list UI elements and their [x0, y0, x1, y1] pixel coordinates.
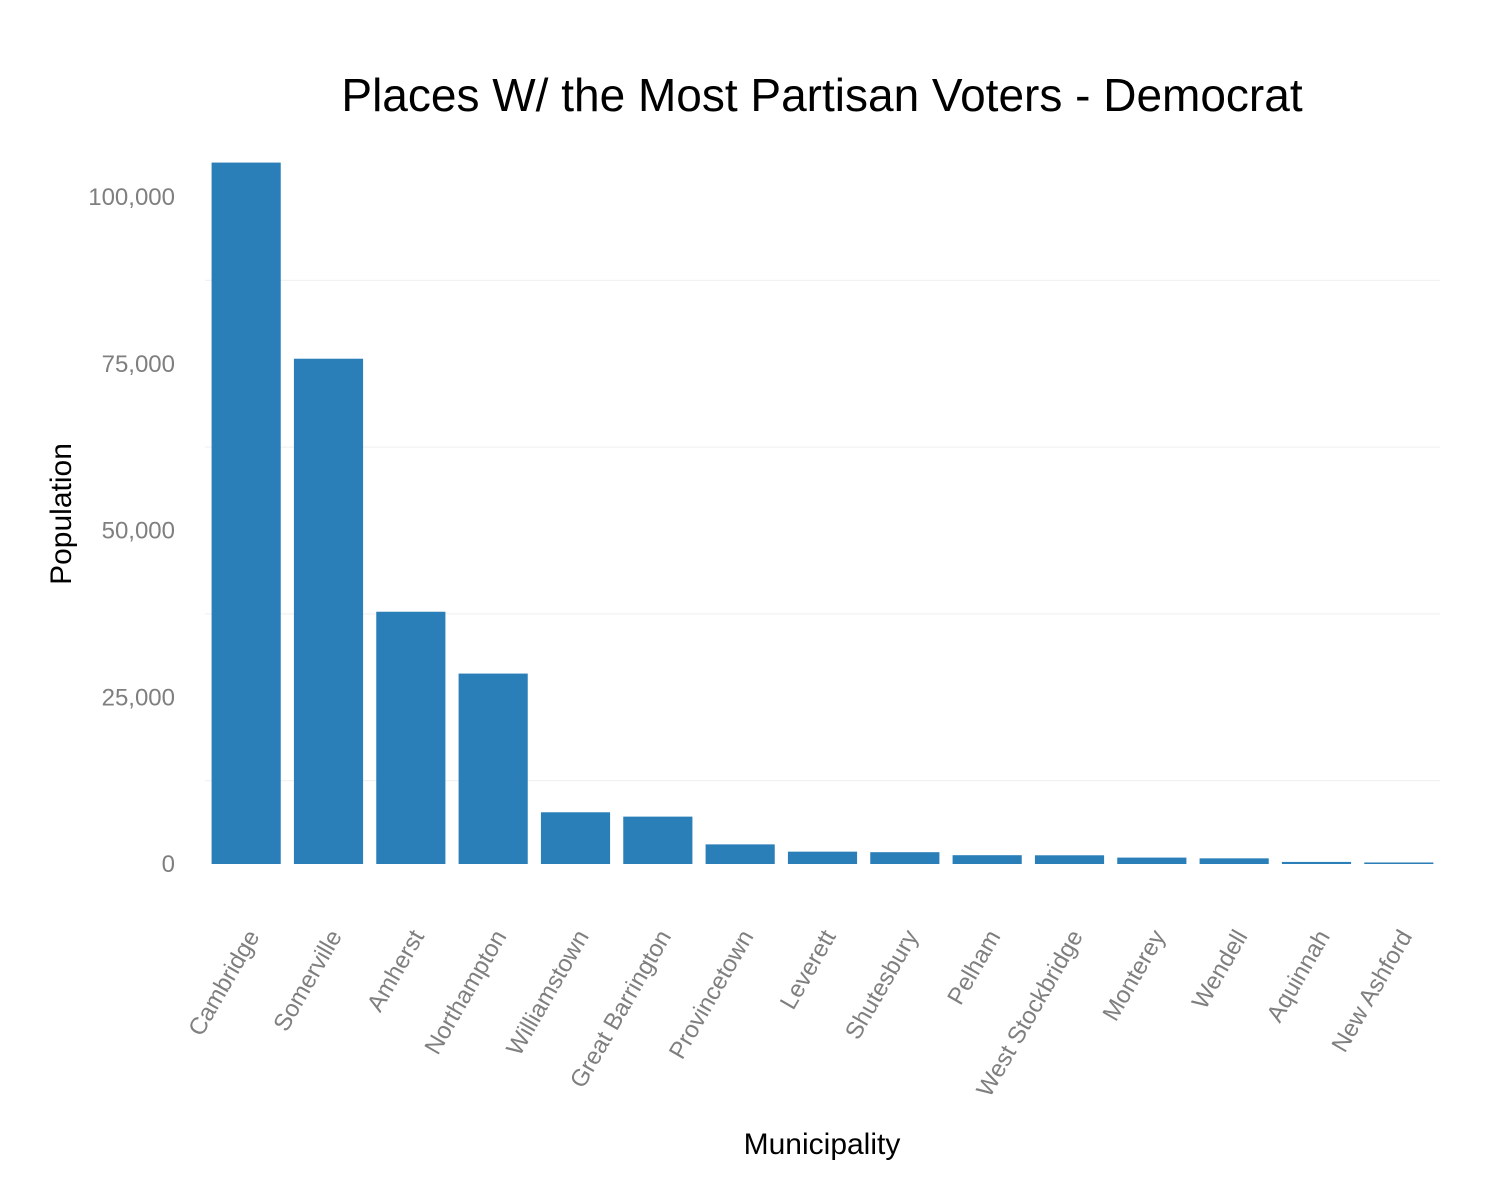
bar-northampton: [459, 674, 528, 864]
chart-title: Places W/ the Most Partisan Voters - Dem…: [341, 69, 1302, 121]
y-axis-title: Population: [45, 443, 78, 585]
x-tick-label: Provincetown: [664, 926, 759, 1064]
x-tick-label: Leverett: [775, 925, 842, 1014]
x-axis-title: Municipality: [744, 1128, 901, 1161]
bar-provincetown: [706, 844, 775, 864]
y-tick-label: 75,000: [102, 351, 175, 378]
bar-great-barrington: [623, 817, 692, 864]
x-tick-label: Cambridge: [183, 926, 265, 1041]
x-tick-label: New Ashford: [1327, 926, 1418, 1057]
y-tick-label: 50,000: [102, 518, 175, 545]
bar-somerville: [294, 359, 363, 864]
y-tick-label: 100,000: [88, 184, 175, 211]
x-tick-label: Aquinnah: [1262, 926, 1336, 1027]
x-tick-label: Williamstown: [501, 926, 594, 1061]
bar-pelham: [953, 855, 1022, 864]
x-tick-label: Somerville: [268, 926, 347, 1037]
bar-shutesbury: [870, 852, 939, 864]
x-tick-label: Monterey: [1098, 926, 1171, 1026]
x-tick-label: Wendell: [1187, 926, 1254, 1014]
y-tick-label: 0: [162, 851, 175, 878]
bar-amherst: [376, 612, 445, 864]
bar-west-stockbridge: [1035, 855, 1104, 864]
x-tick-label: Pelham: [942, 926, 1006, 1010]
x-axis-ticks: Cambridge Somerville AmherstNorthamptonWil…: [183, 925, 1418, 1101]
x-tick-label: Shutesbury: [840, 925, 924, 1044]
bar-aquinnah: [1282, 862, 1351, 864]
y-tick-label: 25,000: [102, 684, 175, 711]
bar-new-ashford: [1364, 862, 1433, 864]
bar-leverett: [788, 852, 857, 864]
bar-williamstown: [541, 812, 610, 864]
y-axis-ticks: 0 25,000 50,000 75,000 100,000: [88, 184, 175, 878]
bar-cambridge: [212, 163, 281, 864]
x-tick-label: Amherst: [362, 925, 430, 1016]
x-tick-label: Northampton: [420, 926, 513, 1060]
bar-monterey: [1117, 858, 1186, 864]
bars: [212, 163, 1434, 864]
bar-wendell: [1200, 858, 1269, 864]
